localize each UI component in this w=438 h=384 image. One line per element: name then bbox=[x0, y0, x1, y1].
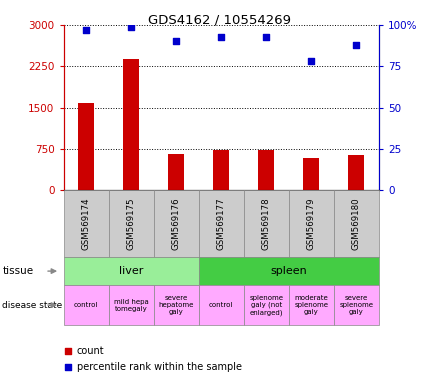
Point bbox=[173, 38, 180, 45]
Text: control: control bbox=[209, 302, 233, 308]
Bar bbox=[199, 285, 244, 325]
Bar bbox=[213, 151, 229, 190]
Text: mild hepa
tomegaly: mild hepa tomegaly bbox=[114, 299, 148, 311]
Bar bbox=[334, 190, 379, 257]
Point bbox=[353, 42, 360, 48]
Bar bbox=[289, 190, 334, 257]
Text: GSM569175: GSM569175 bbox=[127, 197, 136, 250]
Text: GSM569180: GSM569180 bbox=[352, 197, 361, 250]
Text: moderate
splenome
galy: moderate splenome galy bbox=[294, 295, 328, 315]
Text: GSM569174: GSM569174 bbox=[81, 197, 91, 250]
Text: disease state: disease state bbox=[2, 301, 63, 310]
Text: GDS4162 / 10554269: GDS4162 / 10554269 bbox=[148, 13, 290, 26]
Bar bbox=[199, 190, 244, 257]
Point bbox=[64, 364, 71, 370]
Text: tissue: tissue bbox=[2, 266, 33, 276]
Text: GSM569176: GSM569176 bbox=[172, 197, 180, 250]
Text: count: count bbox=[77, 346, 104, 356]
Point bbox=[218, 33, 225, 40]
Bar bbox=[64, 285, 109, 325]
Text: spleen: spleen bbox=[270, 266, 307, 276]
Bar bbox=[123, 59, 139, 190]
Point bbox=[308, 58, 315, 65]
Bar bbox=[304, 158, 319, 190]
Bar bbox=[154, 190, 199, 257]
Bar bbox=[199, 257, 379, 285]
Bar bbox=[109, 285, 154, 325]
Point bbox=[64, 348, 71, 354]
Bar bbox=[168, 154, 184, 190]
Text: control: control bbox=[74, 302, 98, 308]
Bar bbox=[78, 103, 94, 190]
Bar bbox=[334, 285, 379, 325]
Text: severe
splenome
galy: severe splenome galy bbox=[339, 295, 373, 315]
Bar bbox=[349, 156, 364, 190]
Text: severe
hepatome
galy: severe hepatome galy bbox=[159, 295, 194, 315]
Text: liver: liver bbox=[119, 266, 143, 276]
Bar bbox=[154, 285, 199, 325]
Text: percentile rank within the sample: percentile rank within the sample bbox=[77, 362, 242, 372]
Bar bbox=[244, 190, 289, 257]
Bar bbox=[289, 285, 334, 325]
Bar bbox=[109, 190, 154, 257]
Bar bbox=[64, 190, 109, 257]
Bar bbox=[64, 257, 199, 285]
Text: GSM569179: GSM569179 bbox=[307, 197, 316, 250]
Bar bbox=[244, 285, 289, 325]
Bar bbox=[258, 151, 274, 190]
Point bbox=[82, 27, 89, 33]
Text: GSM569177: GSM569177 bbox=[217, 197, 226, 250]
Point bbox=[263, 33, 270, 40]
Text: splenome
galy (not
enlarged): splenome galy (not enlarged) bbox=[249, 295, 283, 316]
Point bbox=[127, 23, 134, 30]
Text: GSM569178: GSM569178 bbox=[262, 197, 271, 250]
